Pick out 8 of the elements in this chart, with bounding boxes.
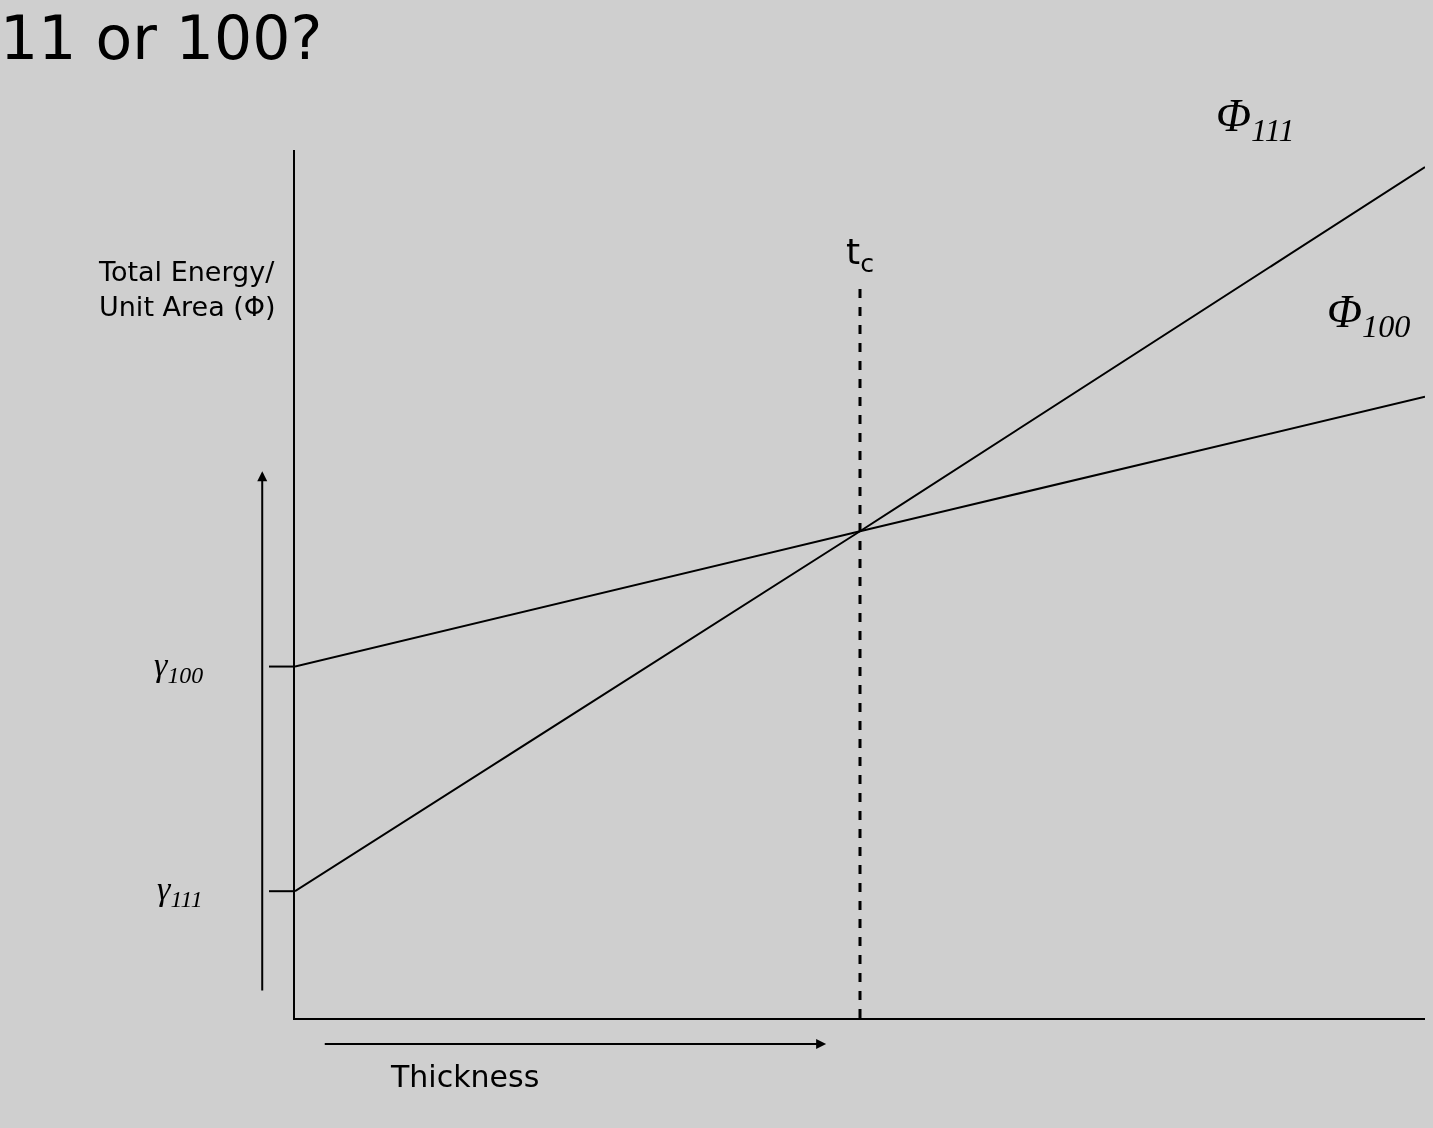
text: γ$_{100}$ <box>154 646 204 689</box>
chart-title: 11 or 100? <box>0 2 323 73</box>
annotation: t$_{c}$ <box>846 231 874 278</box>
text: γ$_{111}$ <box>157 870 203 913</box>
x-axis-title: Thickness <box>390 1059 540 1094</box>
series-label: Φ$_{111}$ <box>1216 90 1295 148</box>
series-label: Φ$_{100}$ <box>1327 286 1411 344</box>
y-axis-title: Total Energy/ Unit Area (Φ) <box>98 256 276 323</box>
